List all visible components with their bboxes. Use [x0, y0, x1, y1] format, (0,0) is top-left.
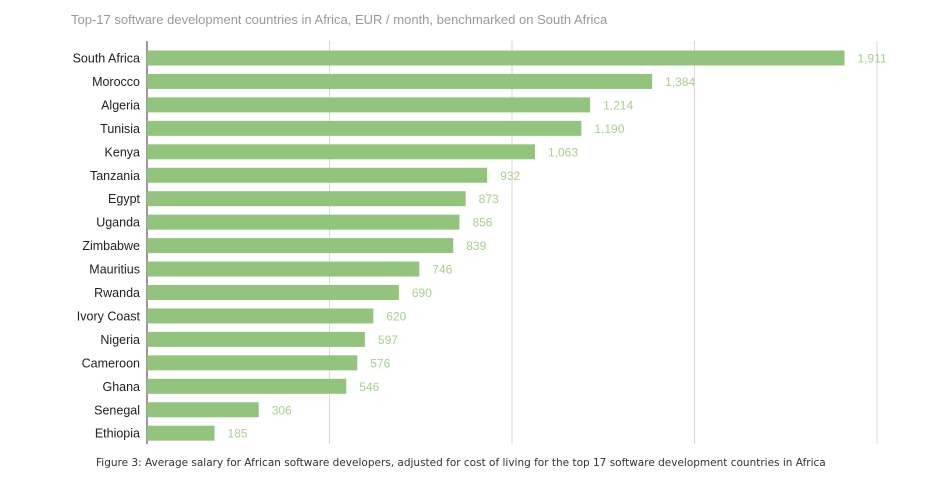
category-label-0: South Africa — [73, 52, 140, 66]
bar-1 — [147, 73, 653, 89]
category-label-15: Senegal — [94, 403, 140, 417]
bar-2 — [147, 97, 591, 113]
bar-11 — [147, 308, 374, 324]
bar-16 — [147, 425, 215, 441]
value-label-8: 839 — [466, 239, 486, 253]
category-labels: South Africa Morocco Algeria Tunisia Kenya Ta… — [73, 52, 141, 441]
category-label-9: Mauritius — [89, 263, 140, 277]
value-label-4: 1,063 — [548, 145, 578, 159]
value-label-7: 856 — [472, 216, 492, 230]
value-label-15: 306 — [272, 403, 292, 417]
value-label-16: 185 — [228, 427, 248, 441]
bar-3 — [147, 120, 582, 136]
category-label-12: Nigeria — [100, 333, 140, 347]
bars — [147, 50, 845, 441]
value-label-6: 873 — [479, 192, 499, 206]
figure-caption: Figure 3: Average salary for African sof… — [96, 457, 826, 469]
category-label-4: Kenya — [105, 145, 140, 159]
bar-5 — [147, 167, 488, 183]
bar-10 — [147, 285, 399, 300]
bar-13 — [147, 355, 358, 371]
value-label-1: 1,384 — [665, 75, 695, 89]
category-label-7: Uganda — [96, 216, 140, 230]
value-label-11: 620 — [386, 309, 406, 323]
category-label-1: Morocco — [92, 75, 140, 89]
category-label-3: Tunisia — [100, 122, 140, 136]
category-label-16: Ethiopia — [95, 427, 140, 441]
value-label-14: 546 — [359, 380, 379, 394]
category-label-10: Rwanda — [94, 286, 140, 300]
chart-title: Top-17 software development countries in… — [71, 12, 608, 27]
value-label-10: 690 — [412, 286, 432, 300]
bar-15 — [147, 402, 259, 418]
value-label-12: 597 — [378, 333, 398, 347]
bar-12 — [147, 331, 365, 347]
value-label-5: 932 — [500, 169, 520, 183]
category-label-6: Egypt — [108, 192, 140, 206]
value-label-2: 1,214 — [603, 98, 633, 112]
category-label-11: Ivory Coast — [77, 309, 141, 323]
value-label-13: 576 — [370, 356, 390, 370]
category-label-14: Ghana — [102, 380, 140, 394]
bar-7 — [147, 214, 460, 230]
value-label-0: 1,911 — [858, 52, 887, 66]
bar-6 — [147, 191, 466, 207]
value-label-3: 1,190 — [594, 122, 624, 136]
value-label-9: 746 — [432, 263, 452, 277]
category-label-8: Zimbabwe — [82, 239, 140, 253]
category-label-2: Algeria — [101, 98, 140, 112]
bar-0 — [147, 50, 845, 66]
bar-8 — [147, 238, 454, 254]
category-label-13: Cameroon — [82, 356, 140, 370]
bar-4 — [147, 144, 535, 160]
bar-9 — [147, 261, 420, 277]
bar-14 — [147, 378, 347, 394]
category-label-5: Tanzania — [90, 169, 140, 183]
